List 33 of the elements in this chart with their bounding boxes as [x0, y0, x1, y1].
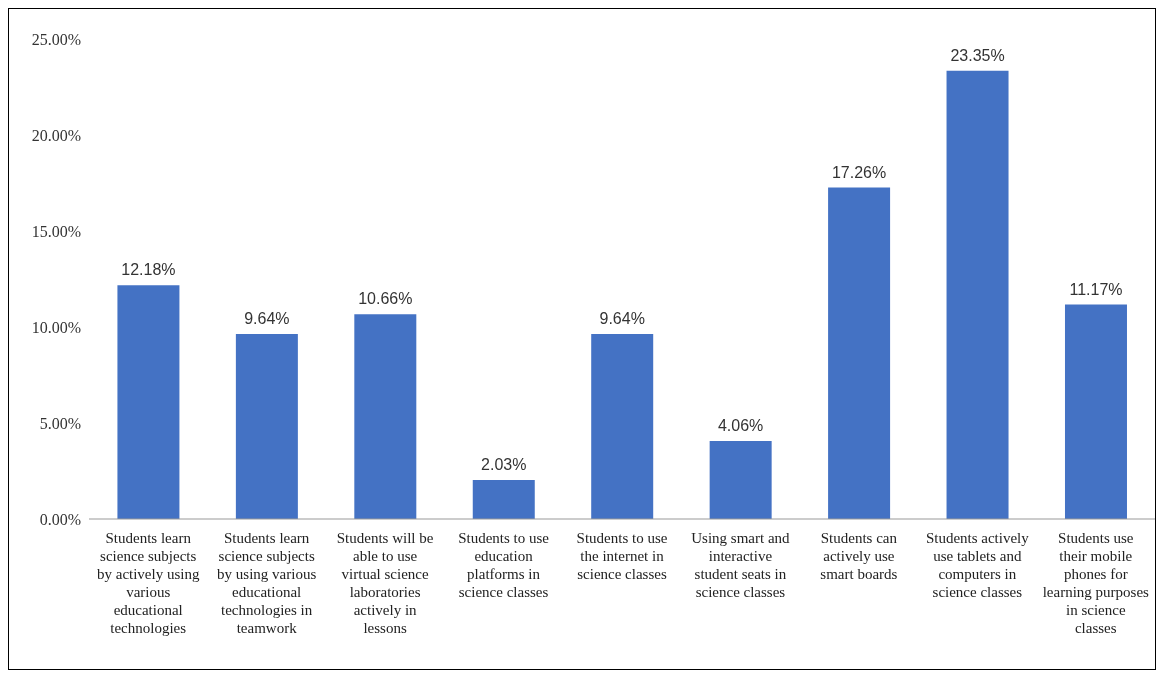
x-tick-label: Students learn science subjects by actively using various educational technologies [96, 530, 200, 636]
data-label: 11.17% [1069, 280, 1123, 298]
bar [828, 187, 891, 519]
bar [709, 441, 772, 519]
bar [117, 285, 180, 519]
data-label: 2.03% [481, 456, 527, 474]
data-label: 9.64% [599, 309, 645, 327]
y-tick-label: 15.00% [31, 222, 81, 240]
bar [1064, 304, 1127, 519]
y-tick-label: 10.00% [31, 318, 81, 336]
bar [354, 314, 417, 519]
bar [591, 333, 654, 519]
x-tick-label: Students use their mobile phones for learning purposes in science classes [1042, 530, 1150, 636]
x-tick-label: Students can actively use smart boards [820, 530, 898, 582]
data-label: 17.26% [831, 163, 887, 181]
x-tick-label: Students to use education platforms in science classes [458, 530, 550, 600]
x-tick-label: Students to use the internet in science classes [576, 530, 668, 582]
y-tick-label: 0.00% [39, 510, 81, 528]
data-label: 10.66% [358, 290, 413, 308]
data-label: 9.64% [244, 309, 290, 327]
y-tick-label: 5.00% [39, 414, 81, 432]
y-tick-label: 20.00% [31, 126, 81, 144]
data-label: 23.35% [950, 46, 1005, 64]
bar [235, 333, 298, 519]
x-tick-label: Students will be able to use virtual science laboratories actively in lessons [336, 530, 434, 636]
x-tick-label: Students actively use tablets and computers in science classes [925, 530, 1030, 600]
bar [946, 70, 1009, 519]
data-label: 4.06% [717, 417, 764, 435]
x-tick-label: Using smart and interactive student seats in science classes [691, 530, 791, 600]
bar [472, 480, 535, 519]
y-tick-label: 25.00% [31, 30, 81, 48]
x-tick-label: Students learn science subjects by using various educational technologies in teamwork [217, 530, 317, 636]
data-label: 12.18% [121, 261, 176, 279]
